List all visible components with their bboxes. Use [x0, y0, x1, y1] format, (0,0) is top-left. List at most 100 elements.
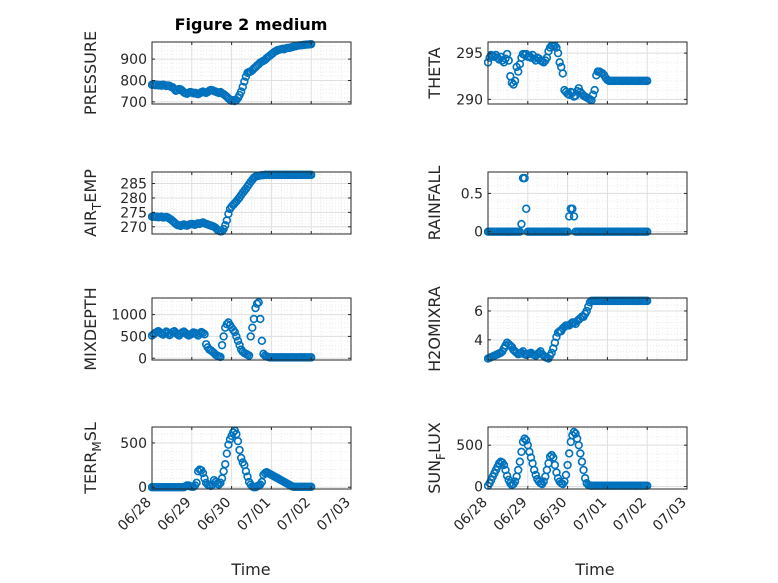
terr-msl-point	[214, 480, 224, 489]
sun-flux-point	[577, 457, 587, 466]
air-temp-ytick-label: 285	[120, 177, 147, 193]
mixdepth-point	[235, 340, 244, 350]
theta-point	[553, 48, 563, 58]
rainfall-point	[568, 204, 577, 213]
air-temp-ytick-label: 270	[120, 220, 147, 236]
theta-point	[590, 85, 599, 95]
sun-flux-point	[569, 427, 579, 437]
mixdepth-point	[217, 340, 227, 350]
rainfall-axes-box	[487, 171, 688, 235]
terr-msl-xtick-label: 07/03	[314, 495, 354, 535]
pressure-axes-box	[151, 41, 352, 105]
mixdepth-ytick-label: 500	[120, 329, 147, 345]
theta-axes-box	[487, 41, 688, 105]
sun-flux-point	[542, 465, 552, 475]
mixdepth-point	[230, 327, 239, 337]
pressure-ylabel: PRESSURE	[81, 31, 100, 115]
pressure-ytick-label: 900	[120, 52, 147, 68]
sun-flux-point	[510, 477, 520, 486]
mixdepth-point	[195, 329, 204, 338]
sun-flux-point	[550, 460, 560, 470]
pressure-point	[238, 82, 247, 92]
mixdepth-point	[256, 314, 265, 324]
air-temp-ylabel: AIRTEMP	[81, 169, 104, 237]
theta-ytick-label: 290	[456, 92, 483, 108]
terr-msl-point	[192, 478, 201, 487]
mixdepth-point	[232, 332, 241, 341]
terr-msl-xtick-label: 07/01	[234, 495, 274, 535]
sun-flux-ylabel: SUNFLUX	[425, 422, 448, 494]
sun-flux-point	[571, 429, 580, 438]
terr-msl-ytick-label: 0	[138, 480, 147, 496]
terr-msl-point	[236, 453, 246, 463]
mixdepth-ylabel: MIXDEPTH	[81, 287, 100, 370]
rainfall-point	[642, 227, 652, 236]
theta-point	[558, 69, 568, 78]
mixdepth-point	[257, 336, 267, 345]
pressure-point	[236, 87, 246, 96]
terr-msl-xtick-label: 06/29	[155, 495, 195, 535]
sun-flux-point	[520, 434, 529, 443]
theta-point	[552, 43, 561, 52]
rainfall-point	[517, 219, 526, 229]
rainfall-point	[520, 173, 529, 183]
sun-flux-point	[576, 449, 585, 458]
theta-point	[510, 76, 520, 86]
pressure-point	[307, 39, 316, 49]
theta-point	[514, 67, 523, 76]
terr-msl-axes-box	[151, 426, 352, 490]
mixdepth-series	[148, 298, 316, 362]
terr-msl-xtick-label: 07/02	[274, 495, 314, 535]
air-temp-point	[221, 221, 230, 230]
rainfall-point	[515, 227, 525, 236]
pressure-ytick-label: 800	[120, 73, 147, 89]
pressure-point	[240, 77, 249, 86]
sun-flux-axes-box	[487, 426, 688, 490]
h2omixra-point	[582, 306, 591, 316]
terr-msl-ytick-label: 500	[120, 436, 147, 452]
terr-msl-point	[233, 436, 243, 446]
sun-flux-point	[514, 465, 523, 475]
mixdepth-point	[246, 332, 255, 341]
h2omixra-ytick-label: 4	[474, 333, 483, 349]
theta-point	[555, 58, 564, 67]
x-axis-label-left: Time	[230, 560, 270, 579]
rainfall-point	[564, 212, 574, 221]
sun-flux-point	[517, 447, 526, 456]
h2omixra-point	[547, 348, 556, 357]
theta-point	[642, 76, 652, 86]
h2omixra-series	[484, 296, 652, 363]
air-temp-series	[148, 170, 316, 236]
mixdepth-point	[307, 353, 316, 362]
sun-flux-xtick-label: 07/02	[610, 495, 650, 535]
terr-msl-point	[198, 468, 208, 478]
mixdepth-point	[233, 336, 243, 345]
terr-msl-point	[200, 474, 209, 483]
rainfall-point	[522, 204, 531, 213]
terr-msl-point	[221, 460, 230, 469]
sun-flux-xtick-label: 06/30	[531, 495, 571, 535]
mixdepth-point	[252, 299, 262, 308]
terr-msl-point	[235, 445, 244, 455]
sun-flux-ytick-label: 0	[474, 480, 483, 496]
air-temp-axes-box	[151, 171, 352, 235]
theta-series	[484, 41, 652, 105]
h2omixra-ytick-label: 6	[474, 304, 483, 320]
air-temp-ytick-label: 275	[120, 205, 147, 221]
terr-msl-xtick-label: 06/30	[195, 495, 235, 535]
h2omixra-ylabel: H2OMIXRA	[425, 286, 444, 372]
rainfall-series	[484, 173, 652, 236]
terr-msl-point	[224, 440, 233, 449]
terr-msl-point	[222, 449, 232, 458]
sun-flux-point	[549, 453, 558, 462]
terr-msl-point	[241, 467, 251, 476]
sun-flux-xtick-label: 07/03	[650, 495, 690, 535]
sun-flux-point	[563, 460, 572, 470]
h2omixra-axes-box	[487, 297, 688, 361]
sun-flux-point	[522, 436, 531, 445]
sun-flux-xtick-label: 06/29	[491, 495, 531, 535]
sun-flux-point	[574, 440, 583, 450]
sun-flux-point	[580, 474, 590, 483]
sun-flux-point	[529, 465, 539, 475]
